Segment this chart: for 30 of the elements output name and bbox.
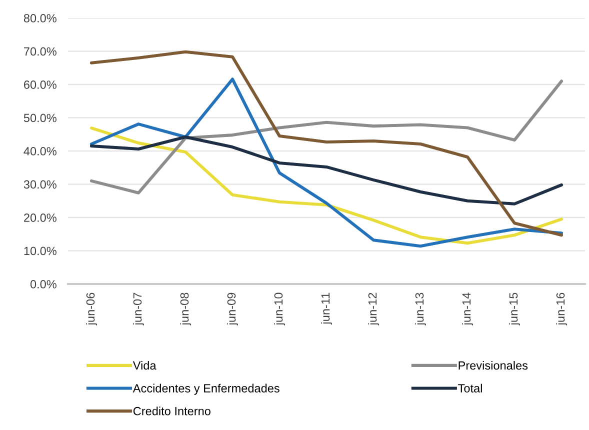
y-tick-label: 0.0% (30, 280, 56, 288)
line-series (90, 136, 564, 206)
y-tick-label: 10.0% (24, 246, 56, 256)
line-series (90, 50, 564, 237)
legend-label: Credito Interno (133, 406, 210, 416)
x-tick-label: jun-10 (274, 292, 286, 326)
x-tick-label: jun-07 (133, 292, 144, 326)
y-tick-label: 40.0% (24, 147, 56, 156)
y-tick-label: 30.0% (24, 180, 56, 189)
x-tick-label: jun-09 (227, 292, 238, 326)
x-tick-label: jun-13 (414, 292, 426, 326)
x-tick-label: jun-14 (462, 292, 474, 326)
y-tick-label: 60.0% (24, 80, 56, 89)
line-series (90, 80, 564, 194)
legend-label: Total (458, 384, 482, 392)
y-tick-label: 20.0% (24, 214, 56, 222)
y-tick-label: 80.0% (24, 14, 56, 22)
y-tick-label: 70.0% (24, 47, 56, 56)
legend-label: Previsionales (458, 361, 528, 370)
y-tick-label: 50.0% (24, 114, 56, 122)
legend-label: Vida (132, 361, 156, 370)
x-tick-label: jun-12 (368, 292, 380, 326)
legend-label: Accidentes y Enfermedades (132, 384, 280, 395)
x-tick-label: jun-15 (509, 292, 520, 326)
x-tick-label: jun-11 (320, 292, 332, 325)
line-series (90, 78, 564, 248)
x-tick-label: jun-08 (180, 292, 192, 326)
x-tick-label: jun-06 (86, 292, 98, 326)
line-series (90, 126, 564, 245)
x-tick-label: jun-16 (556, 292, 568, 326)
